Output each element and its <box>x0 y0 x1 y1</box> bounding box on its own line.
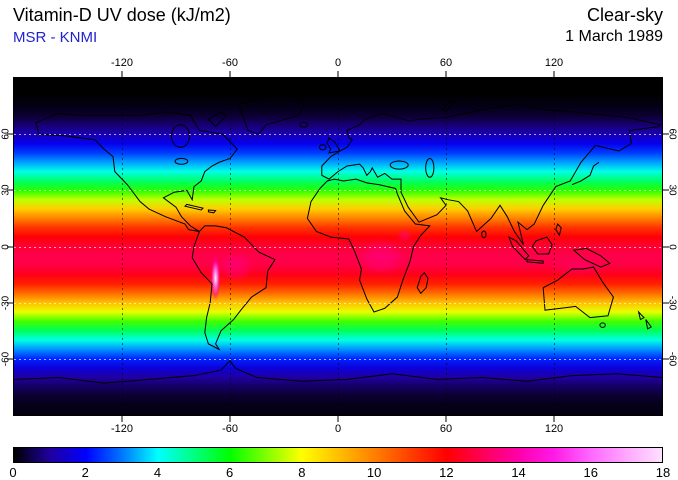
hotspot-south-america <box>212 248 259 286</box>
coastline-south-america <box>192 226 275 350</box>
hotspot-andes <box>209 250 222 307</box>
lon-tick-label: 0 <box>334 423 342 435</box>
coastline-africa <box>307 179 429 312</box>
coastline-new-zealand <box>639 312 652 329</box>
tick-mark <box>229 71 231 77</box>
gridline-horizontal <box>14 358 662 360</box>
coastline-hudson-bay <box>172 125 190 147</box>
tick-mark <box>229 416 231 422</box>
lat-tick-label: 60 <box>666 128 677 140</box>
coastline-black-sea <box>390 161 408 169</box>
tick-mark <box>663 133 669 135</box>
coastline-eurasia <box>322 104 660 244</box>
lon-tick-label: 120 <box>544 57 564 69</box>
tick-mark <box>7 133 13 135</box>
figure-date: 1 March 1989 <box>565 28 663 45</box>
colorbar-tick-label: 18 <box>655 465 671 480</box>
lon-tick-label: -60 <box>222 423 238 435</box>
coastline-antarctica <box>14 361 662 383</box>
colorbar-tick-label: 0 <box>9 465 17 480</box>
coastline-sumatra <box>509 237 529 259</box>
left-axis-ticks <box>7 78 13 415</box>
lat-tick-label: 0 <box>666 243 677 250</box>
coastline-sri-lanka <box>482 231 486 238</box>
coastline-japan <box>572 162 599 184</box>
colorbar-tick-label: 16 <box>583 465 598 480</box>
colorbar <box>13 447 663 463</box>
coastline-great-lakes <box>175 158 188 164</box>
colorbar-tick-labels: 0 2 4 6 8 10 12 14 16 18 <box>9 465 670 480</box>
top-axis-labels: -120 -60 0 60 120 <box>14 57 662 71</box>
gridline-horizontal <box>14 134 662 136</box>
colorbar-tick-label: 2 <box>81 465 89 480</box>
colorbar-tick-label: 14 <box>511 465 526 480</box>
lon-tick-label: 0 <box>334 57 342 69</box>
bottom-axis-labels: -120 -60 0 60 120 <box>14 423 662 437</box>
right-axis-labels: 60 30 0 -30 -60 <box>666 78 677 415</box>
map-gridlines <box>14 78 662 415</box>
tick-mark <box>7 189 13 191</box>
lon-tick-label: -120 <box>110 423 134 435</box>
coastline-madagascar <box>417 273 428 294</box>
colorbar-tick-label: 4 <box>153 465 162 480</box>
lon-tick-label: -60 <box>222 57 238 69</box>
right-axis-ticks <box>663 78 669 415</box>
coastline-tasmania <box>600 323 605 327</box>
tick-mark <box>553 416 555 422</box>
coastline-uk <box>327 138 340 153</box>
tick-mark <box>445 416 447 422</box>
figure-title: Vitamin-D UV dose (kJ/m2) <box>13 5 231 25</box>
tick-mark <box>663 246 669 247</box>
coastline-cuba <box>185 204 203 210</box>
tick-mark <box>553 71 555 77</box>
lon-tick-label: 120 <box>544 423 564 435</box>
lon-tick-label: 60 <box>439 57 453 69</box>
tick-mark <box>121 71 123 77</box>
colorbar-tick-label: 10 <box>366 465 382 480</box>
map-plot <box>13 77 663 416</box>
lon-tick-label: 60 <box>439 423 453 435</box>
tick-mark <box>7 302 13 304</box>
coastline-hispaniola <box>208 210 215 213</box>
hotspot-east-africa <box>393 225 416 245</box>
colorbar-tick-label: 8 <box>298 465 306 480</box>
gridline-horizontal <box>14 302 662 304</box>
tick-mark <box>663 302 669 304</box>
lon-tick-label: -120 <box>110 57 134 69</box>
coastline-greenland <box>239 91 306 134</box>
colorbar-tick-label: 12 <box>439 465 454 480</box>
hotspot-maritime-continent <box>537 252 617 283</box>
tick-mark <box>7 246 13 247</box>
coastline-philippines <box>556 224 561 235</box>
figure-source: MSR - KNMI <box>13 29 98 46</box>
tick-mark <box>337 416 339 422</box>
figure-condition: Clear-sky <box>586 5 663 25</box>
tick-mark <box>7 358 13 360</box>
coastline-australia <box>543 267 613 318</box>
lat-tick-label: -60 <box>666 351 677 367</box>
tick-mark <box>121 416 123 422</box>
coastline-caspian-sea <box>426 159 434 178</box>
lat-tick-label: -30 <box>666 295 677 310</box>
lat-tick-label: 30 <box>666 184 677 196</box>
coastline-new-guinea <box>574 248 610 267</box>
colorbar-tick-label: 6 <box>226 465 234 480</box>
colorbar-gradient <box>14 448 662 462</box>
coastline-novaya-zemlya <box>442 100 453 111</box>
bottom-axis-ticks <box>14 416 662 422</box>
tick-mark <box>663 189 669 191</box>
coastline-baffin-island <box>208 112 226 127</box>
coastline-ireland <box>319 145 325 150</box>
gridline-horizontal <box>14 190 662 192</box>
coastline-iceland <box>300 122 308 127</box>
top-axis-ticks <box>14 71 662 77</box>
gridline-horizontal <box>14 246 662 248</box>
coastline-java <box>527 260 543 264</box>
tick-mark <box>663 358 669 360</box>
tick-mark <box>337 71 339 77</box>
tick-mark <box>445 71 447 77</box>
